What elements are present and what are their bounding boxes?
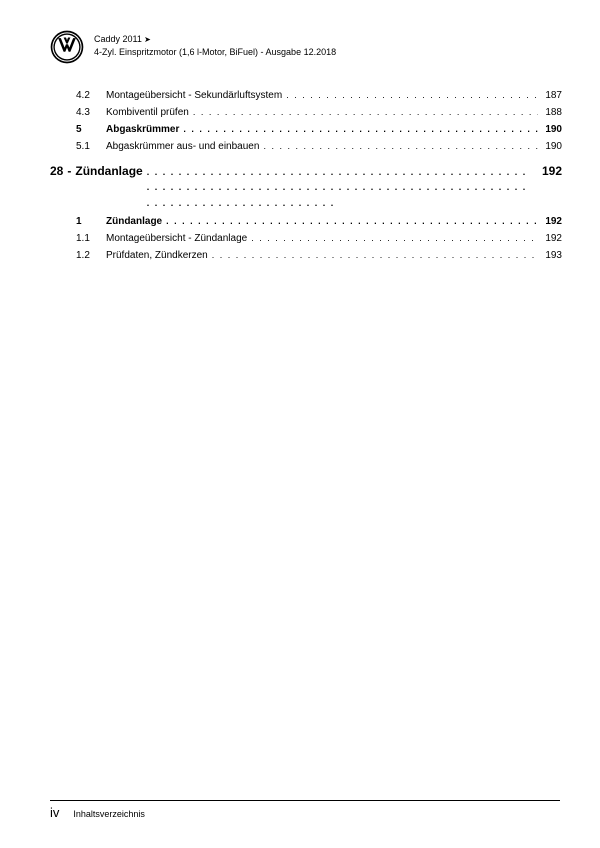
toc-entry-num: 1.2 <box>76 247 106 264</box>
toc-row: 1Zündanlage 192 <box>50 213 562 230</box>
toc-entry-label: Abgaskrümmer aus- und einbauen <box>106 138 259 155</box>
toc-entry-label: Kombiventil prüfen <box>106 104 189 121</box>
toc-dots <box>189 105 538 120</box>
toc-entry-page: 190 <box>538 121 562 138</box>
page-header: Caddy 2011 4-Zyl. Einspritzmotor (1,6 l-… <box>50 30 562 69</box>
toc-entry-label: Montageübersicht - Sekundärluftsystem <box>106 87 282 104</box>
toc-dots <box>282 88 538 103</box>
toc-entry-num: 4.2 <box>76 87 106 104</box>
footer-label: Inhaltsverzeichnis <box>73 809 145 819</box>
header-line2: 4-Zyl. Einspritzmotor (1,6 l-Motor, BiFu… <box>94 46 336 58</box>
toc-entry-page: 188 <box>538 104 562 121</box>
toc-entry-num: 4.3 <box>76 104 106 121</box>
header-line1: Caddy 2011 <box>94 33 336 46</box>
toc-dots <box>143 165 538 211</box>
header-text-block: Caddy 2011 4-Zyl. Einspritzmotor (1,6 l-… <box>94 30 336 58</box>
toc-section-head: 28 - Zündanlage 192 <box>50 161 562 211</box>
toc-entry-page: 192 <box>538 213 562 230</box>
toc-row: 1.1Montageübersicht - Zündanlage 192 <box>50 230 562 247</box>
toc-entry-label: Prüfdaten, Zündkerzen <box>106 247 208 264</box>
toc-row: 1.2Prüfdaten, Zündkerzen 193 <box>50 247 562 264</box>
toc-section-num: 28 <box>50 161 63 181</box>
toc-entry-page: 190 <box>538 138 562 155</box>
toc-entry-num: 1.1 <box>76 230 106 247</box>
toc-entry-page: 187 <box>538 87 562 104</box>
page-footer: iv Inhaltsverzeichnis <box>50 800 560 820</box>
toc-dots <box>208 248 538 263</box>
toc-entry-page: 193 <box>538 247 562 264</box>
vw-logo <box>50 30 84 69</box>
toc-dots <box>259 139 538 154</box>
table-of-contents: 4.2Montageübersicht - Sekundärluftsystem… <box>50 87 562 264</box>
toc-row: 4.3Kombiventil prüfen 188 <box>50 104 562 121</box>
vw-logo-icon <box>50 30 84 64</box>
document-page: Caddy 2011 4-Zyl. Einspritzmotor (1,6 l-… <box>0 0 600 848</box>
toc-row: 5.1Abgaskrümmer aus- und einbauen 190 <box>50 138 562 155</box>
toc-dots <box>247 231 538 246</box>
toc-entry-num: 5.1 <box>76 138 106 155</box>
toc-entry-page: 192 <box>538 230 562 247</box>
footer-page-number: iv <box>50 805 59 820</box>
toc-section-dash: - <box>63 161 75 181</box>
toc-entry-num: 1 <box>76 213 106 230</box>
toc-dots <box>162 214 538 229</box>
toc-entry-label: Montageübersicht - Zündanlage <box>106 230 247 247</box>
toc-entry-label: Abgaskrümmer <box>106 121 179 138</box>
toc-entry-num: 5 <box>76 121 106 138</box>
toc-section-label: Zündanlage <box>75 161 142 181</box>
toc-row: 4.2Montageübersicht - Sekundärluftsystem… <box>50 87 562 104</box>
toc-section-page: 192 <box>538 161 562 181</box>
toc-row: 5Abgaskrümmer 190 <box>50 121 562 138</box>
toc-entry-label: Zündanlage <box>106 213 162 230</box>
toc-dots <box>179 122 538 137</box>
